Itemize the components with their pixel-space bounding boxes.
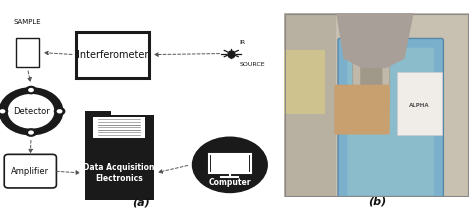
FancyBboxPatch shape	[284, 13, 336, 197]
Text: SAMPLE: SAMPLE	[14, 19, 41, 25]
FancyBboxPatch shape	[84, 111, 111, 123]
FancyBboxPatch shape	[397, 72, 441, 135]
Text: IR: IR	[240, 40, 246, 45]
Circle shape	[8, 94, 55, 129]
Circle shape	[0, 109, 5, 113]
Text: Computer: Computer	[209, 178, 251, 187]
Text: Interferometer: Interferometer	[77, 50, 148, 60]
FancyBboxPatch shape	[209, 154, 251, 173]
FancyBboxPatch shape	[84, 115, 154, 200]
Circle shape	[25, 86, 37, 94]
Circle shape	[25, 128, 37, 137]
FancyBboxPatch shape	[211, 155, 248, 172]
Circle shape	[28, 88, 34, 92]
FancyBboxPatch shape	[93, 127, 145, 138]
Circle shape	[192, 136, 268, 193]
Circle shape	[0, 107, 9, 116]
FancyBboxPatch shape	[76, 32, 149, 78]
FancyBboxPatch shape	[284, 50, 325, 114]
FancyBboxPatch shape	[353, 7, 390, 107]
Text: Detector: Detector	[13, 107, 49, 116]
Polygon shape	[336, 13, 414, 68]
Circle shape	[28, 130, 34, 135]
FancyBboxPatch shape	[16, 38, 39, 67]
FancyBboxPatch shape	[93, 122, 145, 133]
Text: (b): (b)	[368, 197, 386, 207]
Circle shape	[54, 107, 65, 116]
Text: ALPHA: ALPHA	[409, 102, 429, 108]
FancyBboxPatch shape	[284, 13, 469, 197]
FancyBboxPatch shape	[334, 85, 390, 135]
FancyBboxPatch shape	[93, 117, 145, 127]
Text: SOURCE: SOURCE	[240, 62, 265, 67]
FancyBboxPatch shape	[338, 38, 443, 199]
Circle shape	[0, 87, 64, 135]
FancyBboxPatch shape	[347, 48, 434, 196]
FancyBboxPatch shape	[4, 154, 56, 188]
Text: Amplifier: Amplifier	[11, 167, 49, 176]
Circle shape	[57, 109, 63, 113]
FancyBboxPatch shape	[360, 11, 383, 103]
Text: Data Acquisition
Electronics: Data Acquisition Electronics	[83, 163, 155, 184]
Text: (a): (a)	[132, 198, 150, 208]
